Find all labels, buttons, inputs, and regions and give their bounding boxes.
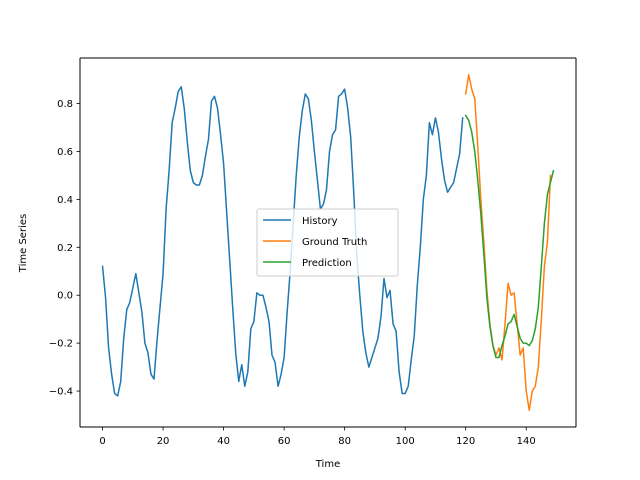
x-tick-label: 0	[99, 436, 105, 447]
x-tick-label: 100	[396, 436, 415, 447]
x-axis-ticks: 0 20 40 60 80 100 120 140	[99, 427, 536, 447]
y-tick-label: −0.2	[49, 339, 73, 350]
x-tick-label: 20	[157, 436, 170, 447]
legend: History Ground Truth Prediction	[256, 208, 399, 277]
legend-label-prediction: Prediction	[302, 258, 352, 269]
y-axis-title: Time Series	[18, 214, 29, 273]
series-line-prediction	[464, 114, 555, 359]
series-line-ground-truth	[464, 74, 552, 411]
x-axis-title: Time	[315, 459, 340, 470]
x-tick-label: 140	[517, 436, 536, 447]
legend-box	[256, 208, 399, 277]
y-tick-label: 0.6	[57, 147, 73, 158]
series-line-history	[101, 86, 464, 397]
y-tick-label: 0.0	[57, 291, 73, 302]
y-axis-ticks: −0.4 −0.2 0.0 0.2 0.4 0.6 0.8	[49, 99, 80, 398]
y-tick-label: 0.2	[57, 243, 73, 254]
x-tick-label: 60	[278, 436, 291, 447]
y-tick-label: 0.4	[57, 195, 73, 206]
legend-label-ground-truth: Ground Truth	[302, 237, 367, 248]
series-layer	[101, 74, 555, 411]
x-tick-label: 40	[217, 436, 230, 447]
y-tick-label: −0.4	[49, 387, 73, 398]
axes-frame	[79, 57, 577, 428]
x-tick-label: 120	[456, 436, 475, 447]
y-tick-label: 0.8	[57, 99, 73, 110]
x-tick-label: 80	[338, 436, 351, 447]
legend-label-history: History	[302, 216, 338, 227]
